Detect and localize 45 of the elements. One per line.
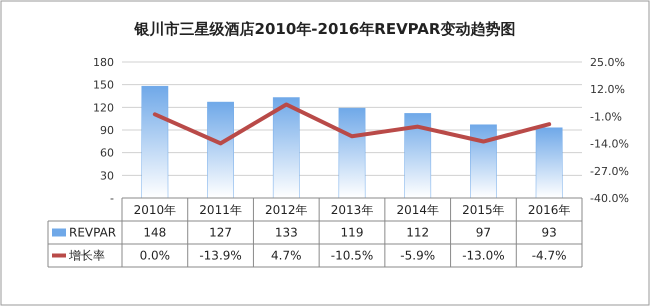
y-tick-label: 150 xyxy=(93,78,114,92)
legend-label: 增长率 xyxy=(68,248,105,262)
y-tick-label: - xyxy=(110,192,114,205)
y-tick-label: 180 xyxy=(93,56,114,69)
data-label: 119 xyxy=(340,226,364,240)
y-tick-label: 60 xyxy=(100,146,114,160)
y2-tick-label: -40.0% xyxy=(590,192,629,205)
data-label: 148 xyxy=(143,226,166,240)
data-label: 4.7% xyxy=(271,248,302,262)
x-tick-label: 2013年 xyxy=(330,203,374,217)
data-label: 133 xyxy=(274,226,298,240)
x-tick-label: 2012年 xyxy=(265,203,308,217)
data-label: -4.7% xyxy=(532,248,567,262)
bar xyxy=(536,127,563,198)
bar xyxy=(272,97,300,198)
chart-title: 银川市三星级酒店2010年-2016年REVPAR变动趋势图 xyxy=(134,20,516,38)
x-tick-label: 2015年 xyxy=(462,203,505,217)
data-label: 127 xyxy=(209,226,232,240)
data-label: 97 xyxy=(476,226,492,240)
bar xyxy=(141,86,168,198)
data-label: 0.0% xyxy=(140,248,170,262)
bar xyxy=(207,102,234,198)
x-tick-label: 2011年 xyxy=(199,203,242,217)
y-tick-label: 30 xyxy=(100,169,114,182)
y-tick-label: 120 xyxy=(93,101,114,114)
y-tick-label: 90 xyxy=(100,124,114,137)
y2-tick-label: 12.0% xyxy=(590,83,625,96)
x-tick-label: 2010年 xyxy=(134,203,176,217)
data-label: -5.9% xyxy=(400,248,436,262)
y2-tick-label: -1.0% xyxy=(590,110,622,124)
y2-tick-label: 25.0% xyxy=(590,56,625,69)
y2-tick-label: -27.0% xyxy=(590,164,629,178)
x-tick-label: 2016年 xyxy=(528,203,570,217)
data-label: -10.5% xyxy=(330,248,374,262)
data-label: 93 xyxy=(542,226,557,240)
bar xyxy=(470,124,497,198)
data-label: 112 xyxy=(406,226,430,240)
x-tick-label: 2014年 xyxy=(396,203,439,217)
data-label: -13.9% xyxy=(199,248,242,262)
bar xyxy=(404,113,432,198)
bar xyxy=(338,108,366,198)
y2-tick-label: -14.0% xyxy=(590,138,629,151)
legend-label: REVPAR xyxy=(69,226,116,240)
data-label: -13.0% xyxy=(462,248,505,262)
line-series xyxy=(152,102,552,146)
